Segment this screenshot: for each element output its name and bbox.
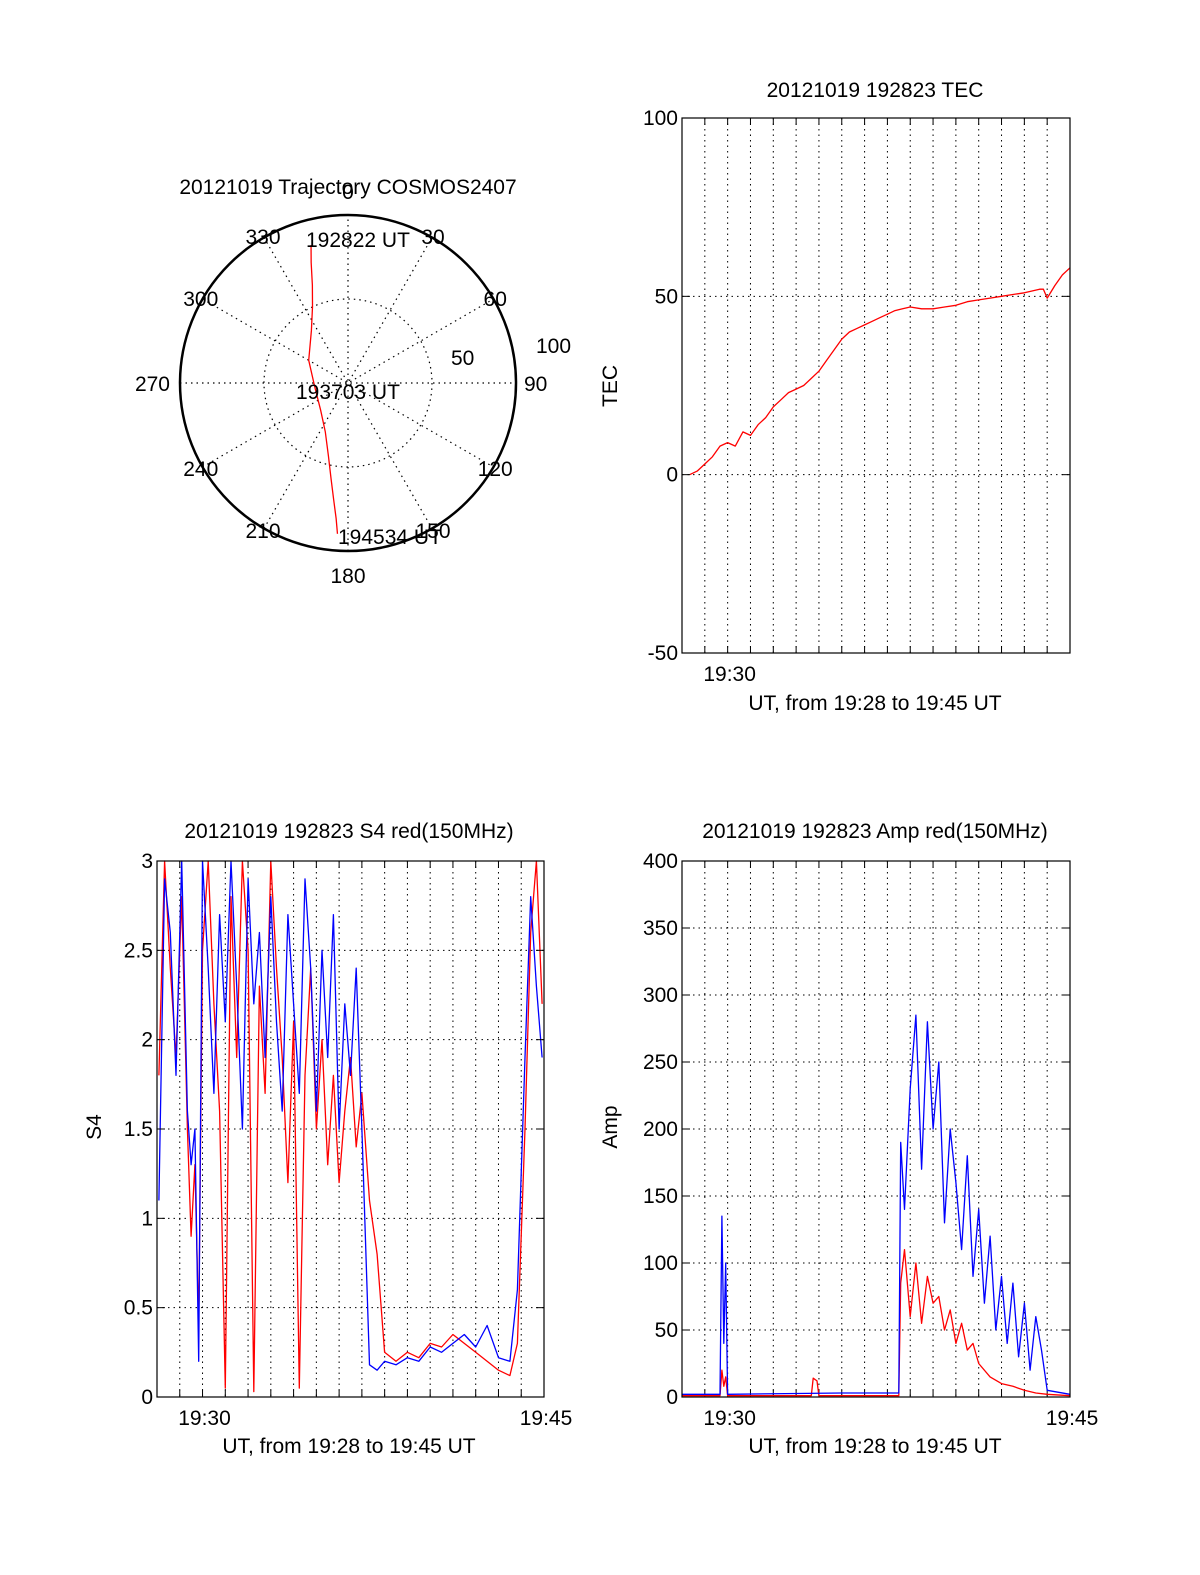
x-tick-label: 19:30 xyxy=(703,663,756,686)
amp-title: 20121019 192823 Amp red(150MHz) xyxy=(702,820,1048,843)
y-tick-label: 150 xyxy=(643,1185,678,1208)
series-line-0 xyxy=(682,1248,1071,1397)
tec-ylabel: TEC xyxy=(599,365,622,407)
y-tick-label: 100 xyxy=(643,107,678,130)
s4-xlabel: UT, from 19:28 to 19:45 UT xyxy=(222,1435,475,1458)
amp-chart: 20121019 192823 Amp red(150MHz) 0 50 100 15… xyxy=(599,820,1098,1458)
y-tick-label: 0 xyxy=(666,1386,678,1409)
azimuth-label-90: 90 xyxy=(524,373,547,396)
start-time-annotation: 192822 UT xyxy=(306,229,410,252)
azimuth-label-210: 210 xyxy=(245,520,280,543)
polar-spoke xyxy=(202,298,494,468)
plot-frame xyxy=(681,117,1071,654)
y-tick-label: 2.5 xyxy=(124,939,153,962)
end-time-annotation: 194534 UT xyxy=(338,526,442,549)
azimuth-label-120: 120 xyxy=(478,458,513,481)
y-tick-label: 3 xyxy=(141,850,153,873)
polar-spoke xyxy=(202,298,494,468)
tec-plot-area: -50 0 50 100 19:30 xyxy=(643,107,1071,686)
x-tick-label: 19:30 xyxy=(703,1407,756,1430)
y-tick-label: 50 xyxy=(655,285,678,308)
azimuth-label-300: 300 xyxy=(183,288,218,311)
y-tick-label: 1.5 xyxy=(124,1118,153,1141)
s4-ylabel: S4 xyxy=(83,1114,106,1140)
y-tick-label: 100 xyxy=(643,1252,678,1275)
polar-ring-50 xyxy=(263,298,433,468)
polar-grid xyxy=(178,213,518,553)
tec-xlabel: UT, from 19:28 to 19:45 UT xyxy=(748,692,1001,715)
azimuth-label-0: 0 xyxy=(342,181,354,204)
x-tick-label: 19:45 xyxy=(1046,1407,1099,1430)
y-tick-label: 250 xyxy=(643,1051,678,1074)
y-tick-label: 2 xyxy=(141,1029,153,1052)
s4-plot-area: 0 0.5 1 1.5 2 2.5 3 19:30 19:45 xyxy=(124,850,572,1430)
azimuth-label-240: 240 xyxy=(183,458,218,481)
y-tick-label: 1 xyxy=(141,1207,153,1230)
y-tick-label: 300 xyxy=(643,984,678,1007)
y-tick-label: 0 xyxy=(141,1386,153,1409)
polar-title: 20121019 Trajectory COSMOS2407 xyxy=(179,176,516,199)
amp-ylabel: Amp xyxy=(599,1105,622,1148)
series-line-0 xyxy=(689,267,1071,476)
s4-title: 20121019 192823 S4 red(150MHz) xyxy=(184,820,513,843)
y-tick-label: 350 xyxy=(643,917,678,940)
x-tick-label: 19:30 xyxy=(178,1407,231,1430)
y-tick-label: -50 xyxy=(648,642,678,665)
y-tick-label: 50 xyxy=(655,1319,678,1342)
azimuth-label-60: 60 xyxy=(484,288,507,311)
amp-xlabel: UT, from 19:28 to 19:45 UT xyxy=(748,1435,1001,1458)
radial-label-100: 100 xyxy=(536,335,571,358)
s4-chart: 20121019 192823 S4 red(150MHz) 0 0.5 1 1.5 2… xyxy=(83,820,572,1458)
azimuth-label-30: 30 xyxy=(421,226,444,249)
radial-label-50: 50 xyxy=(451,347,474,370)
tec-chart: 20121019 192823 TEC -50 0 50 100 19:30 UT, f… xyxy=(599,79,1071,715)
polar-spoke xyxy=(263,237,433,529)
azimuth-label-330: 330 xyxy=(245,226,280,249)
azimuth-label-180: 180 xyxy=(330,565,365,588)
azimuth-label-270: 270 xyxy=(135,373,170,396)
y-tick-label: 0 xyxy=(666,464,678,487)
series-line-1 xyxy=(158,860,543,1371)
trajectory-polar-chart: 20121019 Trajectory COSMOS2407 0 30 60 90 12… xyxy=(135,176,571,588)
amp-plot-area: 0 50 100 150 200 250 300 350 400 19:30 19:45 xyxy=(643,850,1098,1430)
trajectory-line xyxy=(308,245,339,534)
polar-spoke xyxy=(263,237,433,529)
mid-time-annotation: 193703 UT xyxy=(296,381,400,404)
trajectory-track xyxy=(308,245,339,534)
y-tick-label: 200 xyxy=(643,1118,678,1141)
y-tick-label: 400 xyxy=(643,850,678,873)
azimuth-label-150: 150 xyxy=(415,520,450,543)
x-tick-label: 19:45 xyxy=(520,1407,573,1430)
series-line-1 xyxy=(682,1014,1071,1395)
tec-title: 20121019 192823 TEC xyxy=(767,79,984,102)
y-tick-label: 0.5 xyxy=(124,1297,153,1320)
polar-labels: 0 30 60 90 120 150 180 210 240 270 300 330 50 100 xyxy=(135,181,571,588)
